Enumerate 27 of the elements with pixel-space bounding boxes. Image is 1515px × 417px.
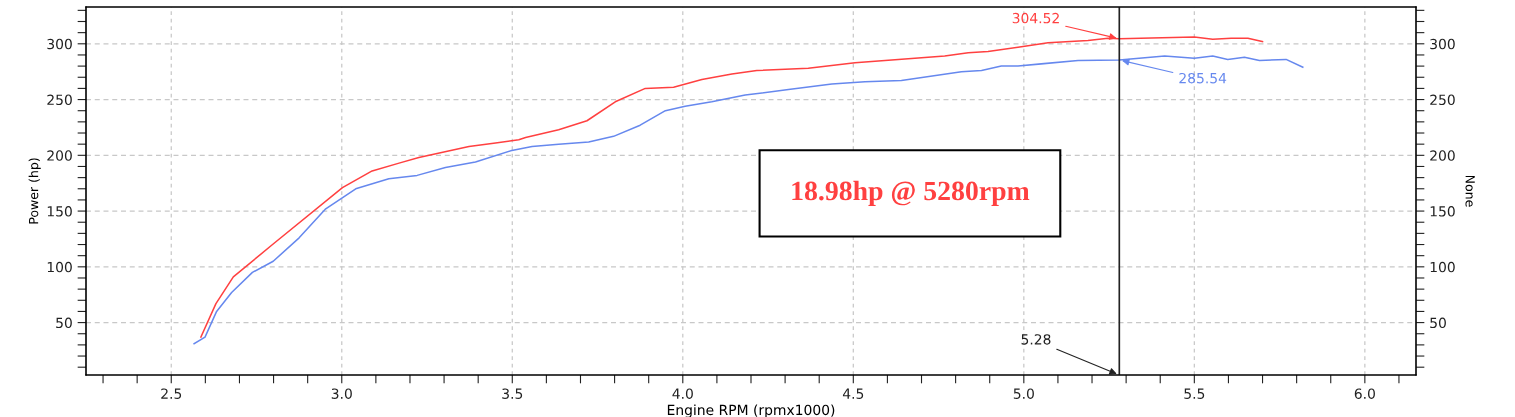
y-tick-label: 300 [47, 38, 72, 50]
y-tick-label: 150 [47, 206, 72, 217]
x-tick-label: 5.0 [1013, 388, 1034, 399]
annotation: 304.52 [1012, 12, 1059, 24]
y-tick-label: 100 [47, 261, 72, 273]
y2-tick-label: 250 [1430, 94, 1455, 106]
ref-line-label: 5.28 [1021, 334, 1051, 345]
y2-axis-title: None [1465, 175, 1475, 207]
y2-tick-label: 300 [1430, 38, 1455, 50]
y2-tick-label: 150 [1430, 206, 1455, 217]
y-tick-label: 200 [47, 150, 72, 161]
y2-tick-label: 100 [1430, 261, 1455, 273]
annotation: 18.98hp @ 5280rpm [792, 180, 1030, 206]
x-tick-label: 2.5 [161, 388, 182, 399]
x-axis-title: Engine RPM (rpmx1000) [667, 404, 835, 417]
y2-tick-label: 200 [1430, 150, 1455, 161]
x-tick-label: 3.5 [502, 388, 523, 399]
x-tick-label: 4.0 [672, 388, 693, 399]
x-tick-label: 3.0 [331, 388, 352, 399]
y-tick-label: 250 [47, 94, 72, 106]
y-axis-title: Power (hp) [28, 158, 41, 224]
annotation: 285.54 [1179, 72, 1227, 84]
x-tick-label: 5.5 [1184, 388, 1205, 399]
x-tick-label: 6.0 [1354, 388, 1375, 399]
y-tick-label: 50 [56, 317, 72, 329]
y2-tick-label: 50 [1430, 317, 1446, 329]
x-tick-label: 4.5 [842, 388, 864, 399]
